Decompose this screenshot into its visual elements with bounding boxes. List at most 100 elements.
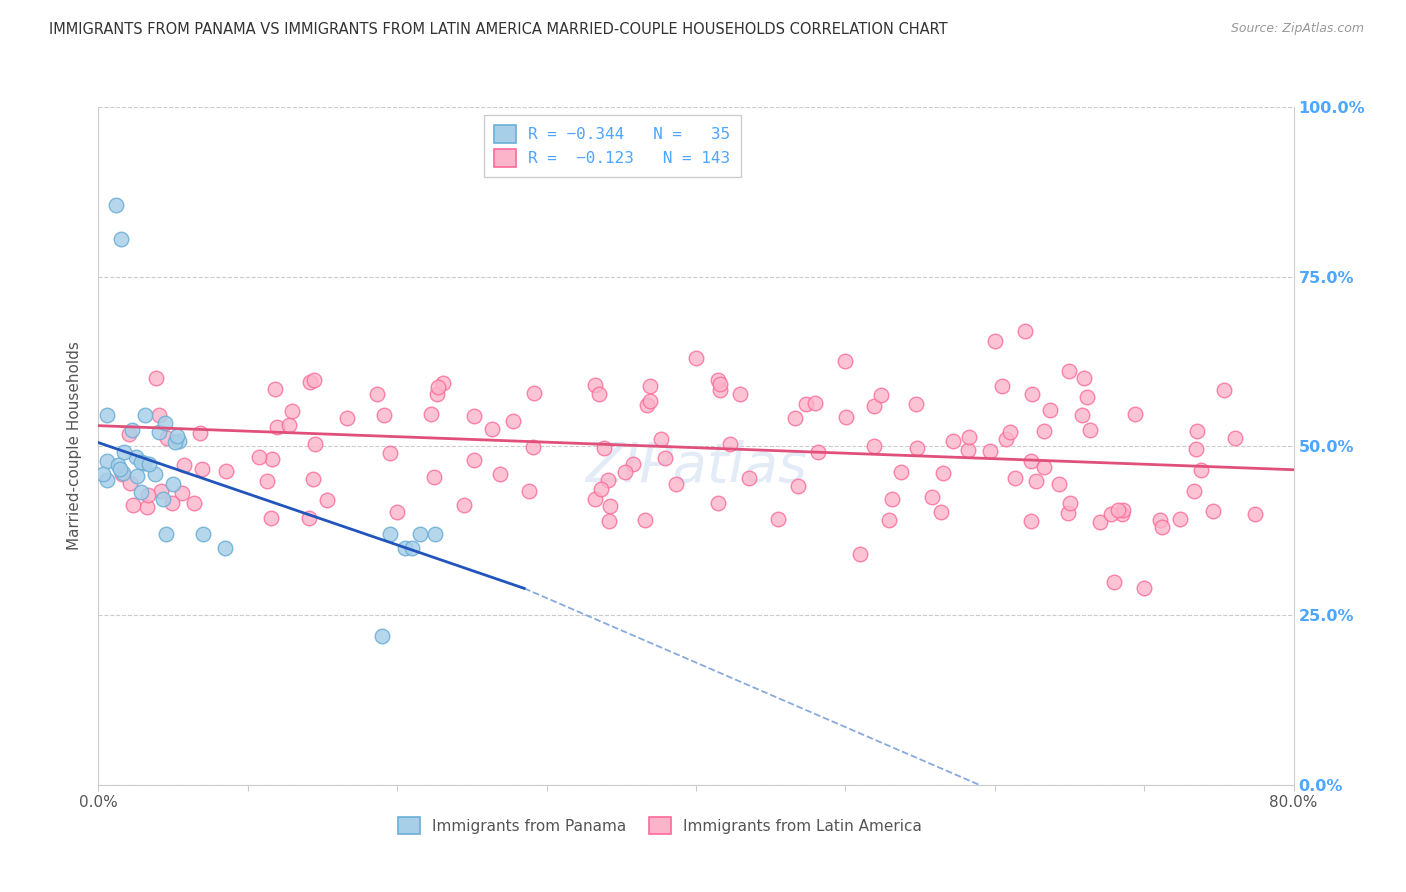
Point xyxy=(1185,424,1208,438)
Point xyxy=(1021,387,1043,401)
Point xyxy=(401,541,423,555)
Point xyxy=(1189,463,1212,477)
Point xyxy=(316,493,339,508)
Point xyxy=(121,424,143,438)
Point xyxy=(463,409,485,424)
Point xyxy=(136,488,159,502)
Point xyxy=(766,512,789,526)
Point xyxy=(932,467,955,481)
Point xyxy=(1014,324,1036,338)
Point xyxy=(166,429,188,443)
Point xyxy=(1033,425,1056,439)
Point xyxy=(1104,574,1126,589)
Point xyxy=(125,450,148,464)
Point xyxy=(785,411,807,425)
Point xyxy=(143,467,166,482)
Point xyxy=(155,527,177,541)
Point xyxy=(1212,383,1234,397)
Point xyxy=(1150,519,1173,533)
Point xyxy=(96,453,118,467)
Point xyxy=(905,442,928,456)
Point xyxy=(111,467,134,481)
Point xyxy=(1107,502,1129,516)
Point xyxy=(138,457,160,471)
Point xyxy=(1168,512,1191,526)
Point xyxy=(1133,582,1156,596)
Point xyxy=(122,498,145,512)
Point xyxy=(921,490,943,504)
Point xyxy=(191,527,214,541)
Point xyxy=(150,483,173,498)
Point xyxy=(879,513,901,527)
Point xyxy=(598,473,620,487)
Point xyxy=(107,458,129,472)
Point xyxy=(890,465,912,479)
Point xyxy=(260,511,283,525)
Point xyxy=(738,471,761,485)
Point xyxy=(127,468,149,483)
Point xyxy=(1080,423,1102,437)
Point xyxy=(1073,371,1095,385)
Point xyxy=(863,439,886,453)
Point xyxy=(523,386,546,401)
Point xyxy=(120,475,142,490)
Point xyxy=(423,470,446,484)
Y-axis label: Married-couple Households: Married-couple Households xyxy=(67,342,83,550)
Point xyxy=(188,426,211,441)
Point xyxy=(129,484,152,499)
Point xyxy=(105,198,128,212)
Point xyxy=(718,436,741,450)
Point xyxy=(588,387,610,401)
Point xyxy=(173,458,195,472)
Point xyxy=(108,462,131,476)
Point xyxy=(583,377,606,392)
Point xyxy=(1071,408,1094,422)
Point xyxy=(1112,503,1135,517)
Point xyxy=(366,386,388,401)
Point xyxy=(709,376,731,391)
Point xyxy=(385,504,408,518)
Point xyxy=(1225,431,1247,445)
Point xyxy=(707,373,730,387)
Point xyxy=(591,482,613,496)
Point xyxy=(650,432,672,446)
Point xyxy=(262,452,284,467)
Point xyxy=(1059,496,1081,510)
Point xyxy=(96,473,118,487)
Point xyxy=(426,386,449,401)
Point xyxy=(371,629,394,643)
Point xyxy=(1047,477,1070,491)
Point xyxy=(373,408,395,422)
Text: Source: ZipAtlas.com: Source: ZipAtlas.com xyxy=(1230,22,1364,36)
Point xyxy=(156,432,179,446)
Point xyxy=(929,505,952,519)
Point xyxy=(957,430,980,444)
Point xyxy=(685,351,707,365)
Point xyxy=(502,414,524,428)
Point xyxy=(118,426,141,441)
Legend: Immigrants from Panama, Immigrants from Latin America: Immigrants from Panama, Immigrants from … xyxy=(388,806,932,845)
Point xyxy=(1111,507,1133,521)
Point xyxy=(378,527,401,541)
Point xyxy=(167,434,190,449)
Point xyxy=(145,371,167,385)
Point xyxy=(256,474,278,488)
Point xyxy=(394,541,416,555)
Point xyxy=(835,410,858,425)
Point xyxy=(1033,459,1056,474)
Point xyxy=(1059,364,1081,378)
Point xyxy=(849,548,872,562)
Point xyxy=(834,354,856,368)
Point xyxy=(280,404,302,418)
Point xyxy=(302,373,325,387)
Point xyxy=(956,442,979,457)
Point xyxy=(942,434,965,448)
Point xyxy=(453,499,475,513)
Point xyxy=(517,484,540,499)
Point xyxy=(636,398,658,412)
Point xyxy=(160,496,183,510)
Point xyxy=(129,455,152,469)
Point xyxy=(132,456,155,470)
Point xyxy=(96,408,118,422)
Point xyxy=(148,408,170,422)
